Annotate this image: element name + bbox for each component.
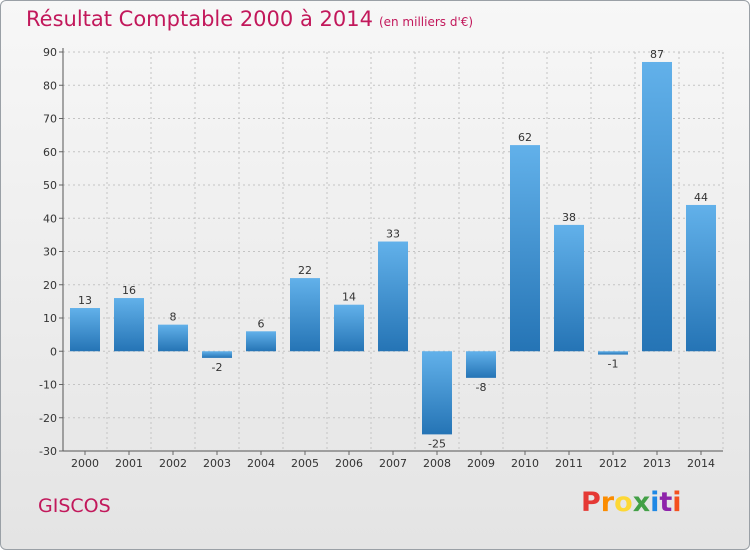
x-tick-label: 2000 (71, 457, 99, 470)
y-tick-label: 60 (43, 146, 57, 159)
bar (202, 351, 232, 358)
data-label: -25 (428, 437, 446, 450)
brand-letter: i (672, 487, 682, 518)
brand-letter: o (614, 487, 633, 518)
chart-title: Résultat Comptable 2000 à 2014 (en millie… (26, 7, 473, 31)
x-tick-label: 2008 (423, 457, 451, 470)
y-tick-label: 80 (43, 79, 57, 92)
bar (510, 145, 540, 352)
bar (246, 331, 276, 352)
y-tick-label: 50 (43, 179, 57, 192)
y-tick-label: -20 (39, 412, 57, 425)
y-tick-label: 0 (50, 345, 57, 358)
y-axis: -30 -20 -10 0 10 20 30 40 50 60 70 80 90 (39, 46, 64, 458)
bar (466, 351, 496, 378)
data-label: 62 (518, 131, 532, 144)
x-tick-label: 2009 (467, 457, 495, 470)
y-tick-label: 40 (43, 212, 57, 225)
chart-title-text: Résultat Comptable 2000 à 2014 (26, 7, 373, 31)
y-tick-label: 20 (43, 279, 57, 292)
y-tick-label: -10 (39, 379, 57, 392)
y-tick-label: 70 (43, 113, 57, 126)
x-tick-label: 2012 (599, 457, 627, 470)
bar (114, 298, 144, 352)
x-tick-label: 2002 (159, 457, 187, 470)
bar (290, 278, 320, 352)
y-tick-label: 90 (43, 46, 57, 59)
data-label: 14 (342, 291, 356, 304)
data-label: 16 (122, 284, 136, 297)
x-tick-label: 2006 (335, 457, 363, 470)
y-tick-label: 30 (43, 246, 57, 259)
x-tick-label: 2010 (511, 457, 539, 470)
data-label: 22 (298, 264, 312, 277)
data-label: 8 (170, 311, 177, 324)
y-tick-label: -30 (39, 445, 57, 458)
data-label: 44 (694, 191, 708, 204)
data-label: 13 (78, 294, 92, 307)
bar (598, 351, 628, 355)
data-label: 6 (258, 317, 265, 330)
brand-letter: x (632, 487, 651, 518)
x-tick-label: 2014 (687, 457, 715, 470)
data-label: -1 (608, 358, 619, 371)
y-tick-label: 10 (43, 312, 57, 325)
brand-letter: i (650, 487, 660, 518)
data-label: -8 (476, 381, 487, 394)
commune-name: GISCOS (38, 495, 111, 517)
bar (378, 241, 408, 352)
x-axis: 2000 2001 2002 2003 2004 2005 2006 2007 2008 2009… (63, 450, 723, 470)
chart-subtitle: (en milliers d'€) (378, 15, 474, 29)
x-tick-label: 2004 (247, 457, 275, 470)
bar (686, 204, 716, 352)
data-label: 33 (386, 228, 400, 241)
x-tick-label: 2005 (291, 457, 319, 470)
bars: 13 16 8 -2 6 22 14 33 -25 -8 62 38 -1 87 44 (70, 48, 716, 450)
bar (422, 351, 452, 435)
brand-letter: t (659, 487, 673, 518)
bar (334, 304, 364, 352)
x-tick-label: 2011 (555, 457, 583, 470)
bar (642, 61, 672, 352)
x-tick-label: 2013 (643, 457, 671, 470)
brand-letter: r (600, 487, 615, 518)
bar (158, 324, 188, 352)
data-label: 87 (650, 48, 664, 61)
x-tick-label: 2003 (203, 457, 231, 470)
data-label: -2 (212, 361, 223, 374)
brand-letter: P (581, 487, 601, 518)
proxiti-logo: Proxiti (581, 487, 682, 518)
bar (70, 308, 100, 352)
x-tick-label: 2001 (115, 457, 143, 470)
data-label: 38 (562, 211, 576, 224)
x-tick-label: 2007 (379, 457, 407, 470)
bar (554, 224, 584, 352)
